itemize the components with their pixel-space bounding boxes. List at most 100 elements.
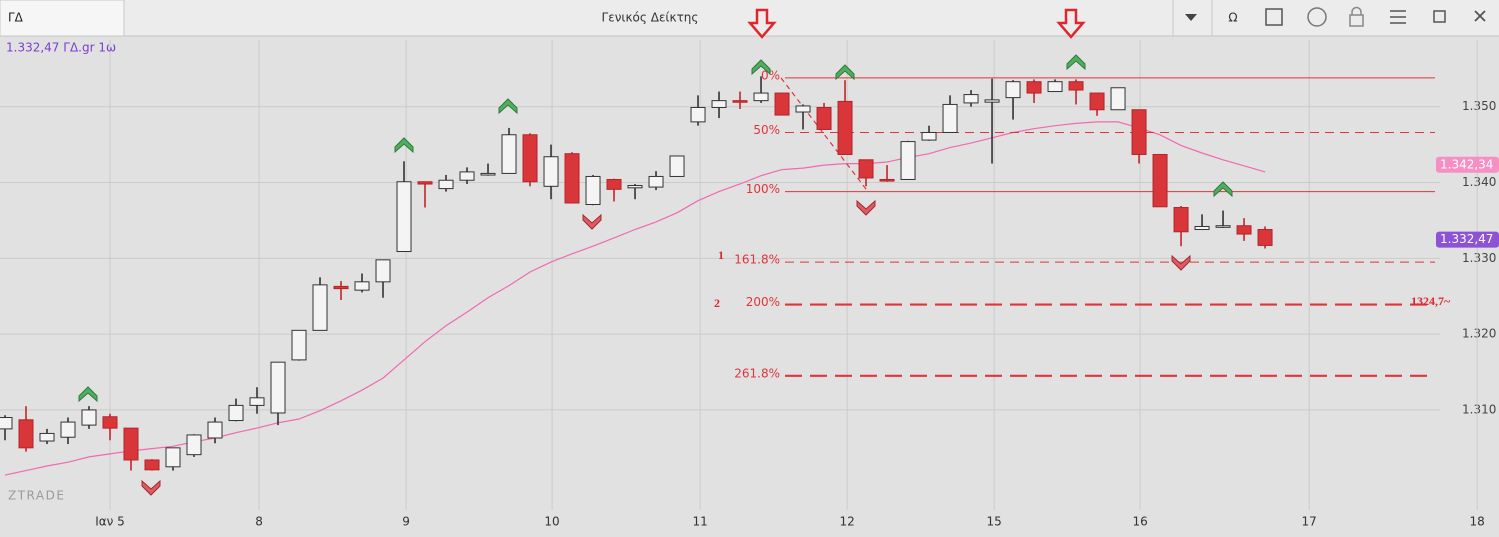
candle-body — [0, 417, 13, 430]
quote-button[interactable] — [1307, 7, 1327, 27]
symbol: ΓΔ — [8, 11, 24, 25]
fib-label: 161.8% — [734, 253, 780, 267]
candle-body — [543, 156, 559, 187]
candle-body — [375, 259, 391, 283]
price-label: 1.332,47 — [1440, 232, 1493, 246]
candle-body — [417, 181, 433, 185]
fib-label: 50% — [753, 123, 780, 137]
y-tick-label: 1.330 — [1462, 251, 1496, 265]
candle-body — [1257, 229, 1273, 246]
candle-body — [459, 171, 475, 181]
candle-body — [669, 155, 685, 177]
candle-body — [249, 397, 265, 406]
candle-body — [648, 175, 664, 188]
y-tick-label: 1.340 — [1462, 175, 1496, 189]
close-button[interactable] — [1474, 10, 1486, 22]
candle-body — [1215, 225, 1231, 228]
candle-body — [1089, 92, 1105, 111]
fib-label: 100% — [746, 182, 780, 196]
omega-button[interactable]: Ω — [1228, 11, 1237, 25]
price-label-box — [1436, 156, 1499, 173]
candle-body — [291, 329, 307, 361]
candle-body — [963, 94, 979, 104]
price-label-box — [1436, 231, 1499, 248]
candle-body — [585, 175, 601, 206]
x-tick-label: 9 — [402, 515, 410, 529]
candle-body — [270, 361, 286, 414]
candle-body — [690, 106, 706, 123]
candle-body — [312, 284, 328, 331]
candle-body — [816, 106, 832, 130]
y-tick-label: 1.310 — [1462, 402, 1496, 416]
fib-label: 200% — [746, 295, 780, 309]
candle-body — [795, 105, 811, 113]
layout-button[interactable] — [1265, 8, 1283, 26]
x-tick-label: 17 — [1302, 515, 1317, 529]
candle-body — [207, 421, 223, 439]
x-tick-label: 12 — [839, 515, 854, 529]
candle-body — [60, 421, 76, 438]
candle-body — [1110, 87, 1126, 111]
annotation: 1324,7~ — [1411, 294, 1451, 308]
watermark: ZTRADE — [8, 489, 65, 503]
window-title: Γενικός Δείκτης — [602, 11, 699, 25]
candle-body — [165, 447, 181, 468]
candle-body — [900, 141, 916, 180]
candle-body — [480, 172, 496, 176]
symbol-field[interactable] — [0, 0, 125, 37]
candle-body — [522, 134, 538, 183]
candle-body — [1194, 225, 1210, 231]
candle-body — [18, 419, 34, 449]
candle-body — [102, 416, 118, 429]
candle-body — [123, 427, 139, 461]
candle-body — [186, 434, 202, 456]
annotation: 2 — [714, 296, 720, 310]
dropdown-button[interactable] — [1185, 14, 1197, 21]
x-tick-label: 8 — [255, 515, 263, 529]
candle-body — [753, 92, 769, 102]
menu-button[interactable] — [1390, 10, 1406, 24]
candle-body — [606, 178, 622, 190]
candle-body — [921, 131, 937, 141]
restore-button[interactable] — [1433, 10, 1446, 23]
annotation: 1 — [718, 248, 724, 262]
lock-shackle — [1351, 6, 1362, 15]
candle-body — [39, 432, 55, 442]
candle-body — [333, 285, 349, 290]
candle-body — [1152, 153, 1168, 208]
candle-body — [396, 181, 412, 253]
fib-label: 261.8% — [734, 366, 780, 380]
candle-body — [228, 404, 244, 422]
candle-body — [627, 185, 643, 189]
x-tick-label: 15 — [986, 515, 1001, 529]
lock-button[interactable] — [1349, 14, 1364, 27]
candle-body — [711, 100, 727, 108]
x-tick-label: 10 — [544, 515, 559, 529]
x-tick-label: Ιαν 5 — [95, 515, 125, 529]
candle-body — [438, 179, 454, 190]
fib-label: 0% — [761, 68, 780, 82]
info-label: 1.332,47 ΓΔ.gr 1ω — [6, 41, 116, 55]
candle-body — [564, 153, 580, 204]
candle-body — [1026, 81, 1042, 94]
candle-body — [1005, 81, 1021, 99]
title-bar — [0, 0, 1499, 36]
candle-body — [732, 100, 748, 103]
candle-body — [1173, 207, 1189, 233]
candle-body — [942, 103, 958, 133]
y-tick-label: 1.320 — [1462, 327, 1496, 341]
candle-body — [984, 99, 1000, 103]
fib-trend — [780, 77, 869, 192]
candle-body — [501, 134, 517, 174]
candle-body — [81, 409, 97, 426]
candle-body — [1131, 109, 1147, 155]
y-tick-label: 1.350 — [1462, 99, 1496, 113]
candle-body — [1047, 81, 1063, 93]
candle-body — [1236, 225, 1252, 235]
x-tick-label: 18 — [1470, 515, 1485, 529]
candle-body — [837, 100, 853, 155]
candle-body — [354, 281, 370, 291]
price-label: 1.342,34 — [1440, 157, 1493, 171]
